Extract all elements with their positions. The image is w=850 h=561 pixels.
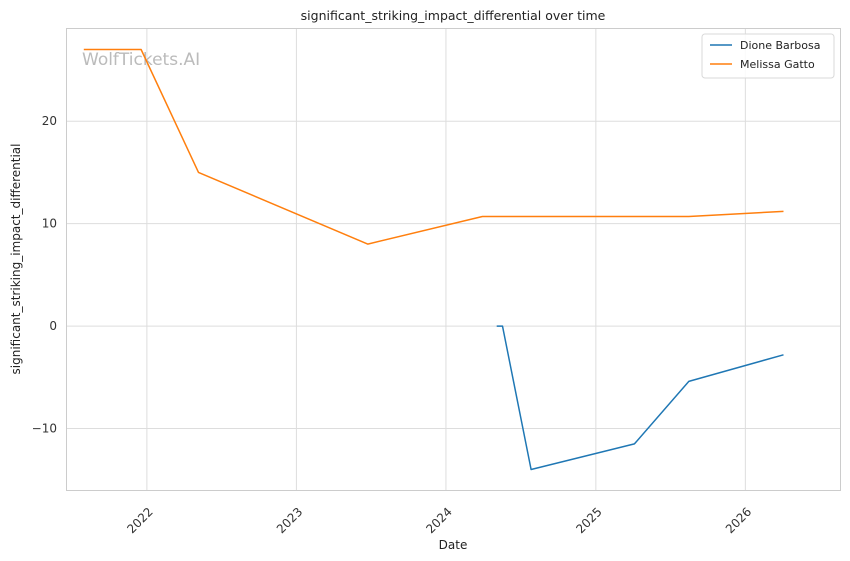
x-tick-label: 2022 — [124, 505, 155, 536]
y-tick-label: 20 — [42, 114, 57, 128]
x-axis-ticks: 2022 2023 2024 2025 2026 — [124, 505, 754, 536]
legend-box — [701, 33, 835, 79]
x-tick-label: 2026 — [723, 505, 754, 536]
series-layer — [83, 48, 784, 471]
x-tick-label: 2025 — [573, 505, 604, 536]
x-tick-label: 2024 — [423, 505, 454, 536]
y-axis-title: significant_striking_impact_differential — [9, 144, 23, 375]
plot-frame — [66, 28, 841, 491]
y-axis-ticks: −10 0 10 20 — [32, 114, 57, 435]
chart-title: significant_striking_impact_differential… — [301, 8, 606, 23]
legend: Dione Barbosa Melissa Gatto — [701, 33, 835, 79]
legend-label: Melissa Gatto — [740, 58, 815, 71]
x-tick-label: 2023 — [274, 505, 305, 536]
y-tick-label: −10 — [32, 422, 57, 436]
grid — [67, 29, 840, 490]
y-tick-label: 0 — [49, 319, 57, 333]
legend-label: Dione Barbosa — [740, 39, 821, 52]
y-tick-label: 10 — [42, 217, 57, 231]
series-line-1 — [83, 48, 784, 245]
watermark: WolfTickets.AI — [82, 50, 200, 70]
x-axis-title: Date — [439, 538, 468, 552]
series-line-0 — [496, 325, 784, 471]
